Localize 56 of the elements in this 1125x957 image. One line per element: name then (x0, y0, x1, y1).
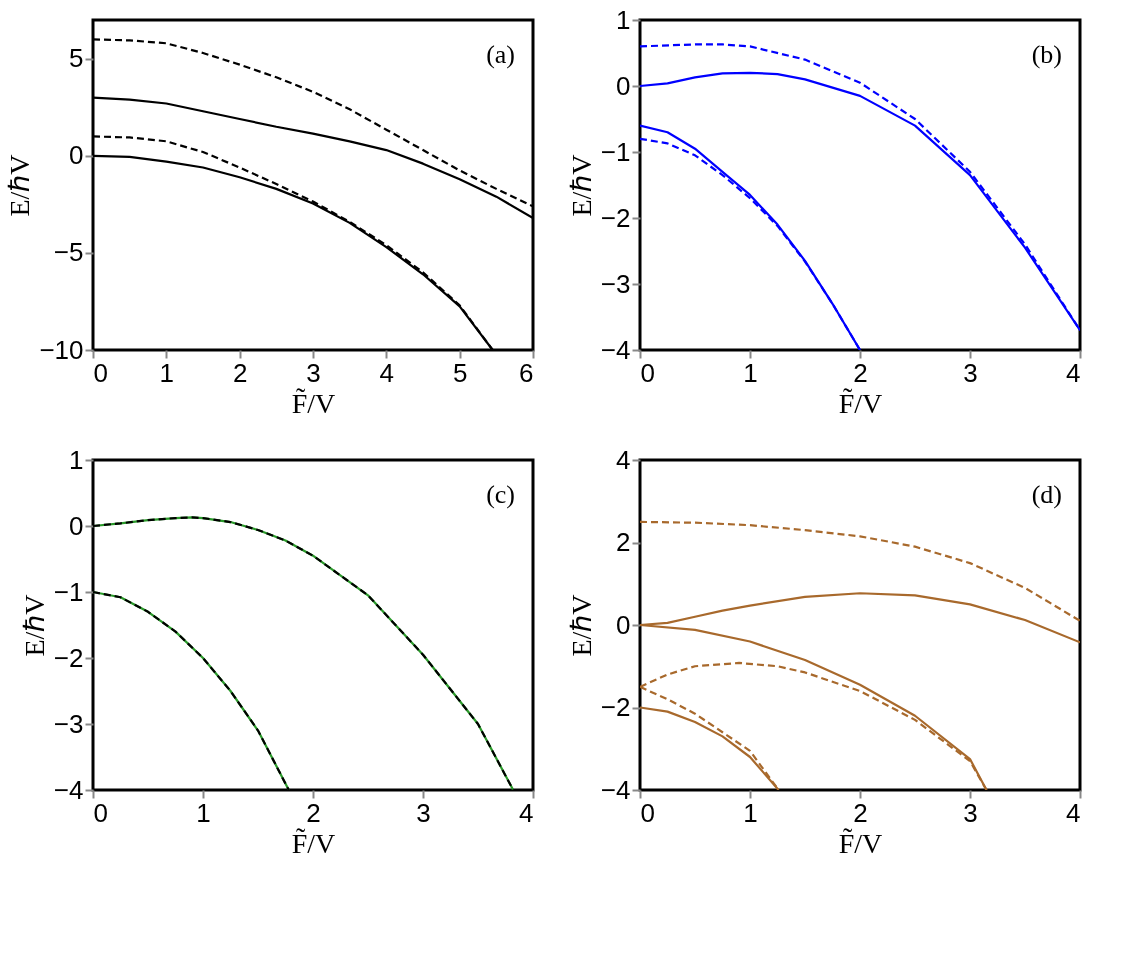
annotation: (b) (1031, 40, 1062, 69)
x-tick-label: 3 (963, 797, 978, 828)
x-tick-label: 4 (1066, 357, 1081, 388)
y-axis-title: E/ℏV (4, 154, 36, 217)
x-axis-title: F̃/V (291, 387, 336, 419)
x-tick-label: 1 (743, 357, 758, 388)
y-tick-label: −5 (53, 237, 84, 268)
annotation: (d) (1031, 480, 1062, 509)
y-tick-label: −4 (600, 774, 631, 805)
y-tick-label: 2 (616, 527, 631, 557)
x-tick-label: 1 (159, 357, 175, 388)
x-tick-label: 0 (640, 357, 655, 388)
x-tick-label: 4 (1066, 797, 1081, 828)
x-tick-label: 2 (853, 797, 868, 828)
x-tick-label: 3 (416, 797, 431, 828)
line-series (640, 520, 1080, 622)
y-tick-label: −10 (39, 334, 84, 365)
x-tick-label: 0 (640, 797, 655, 828)
x-tick-label: 0 (93, 797, 108, 828)
x-tick-label: 4 (379, 357, 395, 388)
y-axis-title: E/ℏV (565, 594, 597, 657)
y-tick-label: −3 (600, 268, 631, 299)
y-tick-label: −3 (53, 708, 84, 739)
y-tick-label: 0 (616, 70, 631, 101)
y-tick-label: 1 (69, 444, 84, 475)
y-axis-title: E/ℏV (565, 154, 597, 217)
annotation: (a) (486, 40, 515, 69)
x-axis-title: F̃/V (838, 827, 883, 859)
x-axis-title: F̃/V (291, 827, 336, 859)
y-tick-label: −2 (600, 692, 631, 722)
y-tick-label: 0 (69, 510, 84, 541)
y-tick-label: −4 (53, 774, 84, 805)
y-tick-label: 1 (616, 4, 631, 35)
y-tick-label: 4 (616, 444, 631, 475)
y-tick-label: −1 (600, 136, 631, 167)
y-tick-label: 0 (69, 140, 84, 171)
y-tick-label: −2 (600, 202, 631, 233)
x-tick-label: 4 (519, 797, 534, 828)
x-tick-label: 1 (743, 797, 758, 828)
x-tick-label: 2 (306, 797, 321, 828)
y-tick-label: −4 (600, 334, 631, 365)
y-tick-label: 5 (69, 43, 84, 74)
x-tick-label: 0 (93, 357, 108, 388)
y-tick-label: 0 (616, 609, 631, 640)
x-tick-label: 6 (519, 357, 534, 388)
x-tick-label: 3 (963, 357, 978, 388)
y-tick-label: −2 (53, 642, 84, 673)
x-tick-label: 2 (853, 357, 868, 388)
y-tick-label: −1 (53, 576, 84, 607)
x-tick-label: 1 (196, 797, 211, 828)
annotation: (c) (486, 480, 515, 509)
x-tick-label: 5 (452, 357, 468, 388)
x-tick-label: 3 (306, 357, 321, 388)
x-tick-label: 2 (232, 357, 248, 388)
x-axis-title: F̃/V (838, 387, 883, 419)
y-axis-title: E/ℏV (18, 594, 50, 657)
